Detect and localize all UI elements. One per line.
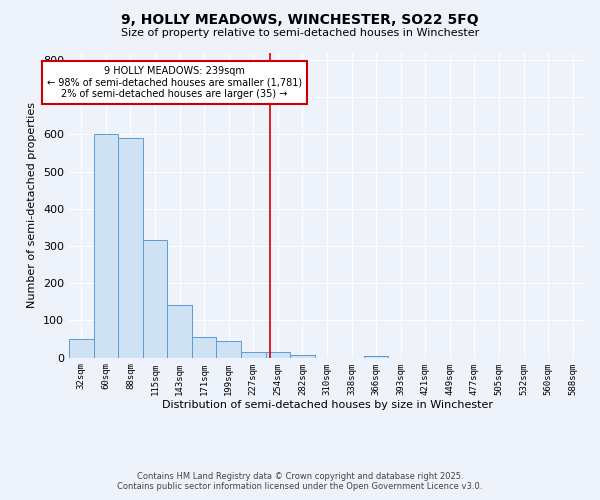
Text: 9, HOLLY MEADOWS, WINCHESTER, SO22 5FQ: 9, HOLLY MEADOWS, WINCHESTER, SO22 5FQ — [121, 12, 479, 26]
Bar — [69, 339, 94, 357]
Bar — [192, 337, 217, 357]
Bar — [364, 356, 388, 358]
Y-axis label: Number of semi-detached properties: Number of semi-detached properties — [28, 102, 37, 308]
Bar — [217, 341, 241, 357]
Bar — [167, 306, 192, 358]
Bar — [118, 138, 143, 358]
Bar — [94, 134, 118, 358]
X-axis label: Distribution of semi-detached houses by size in Winchester: Distribution of semi-detached houses by … — [161, 400, 493, 410]
Text: Size of property relative to semi-detached houses in Winchester: Size of property relative to semi-detach… — [121, 28, 479, 38]
Text: Contains HM Land Registry data © Crown copyright and database right 2025.
Contai: Contains HM Land Registry data © Crown c… — [118, 472, 482, 491]
Bar — [266, 352, 290, 358]
Bar — [241, 352, 266, 358]
Text: 9 HOLLY MEADOWS: 239sqm
← 98% of semi-detached houses are smaller (1,781)
2% of : 9 HOLLY MEADOWS: 239sqm ← 98% of semi-de… — [47, 66, 302, 98]
Bar — [290, 354, 315, 358]
Bar — [143, 240, 167, 358]
